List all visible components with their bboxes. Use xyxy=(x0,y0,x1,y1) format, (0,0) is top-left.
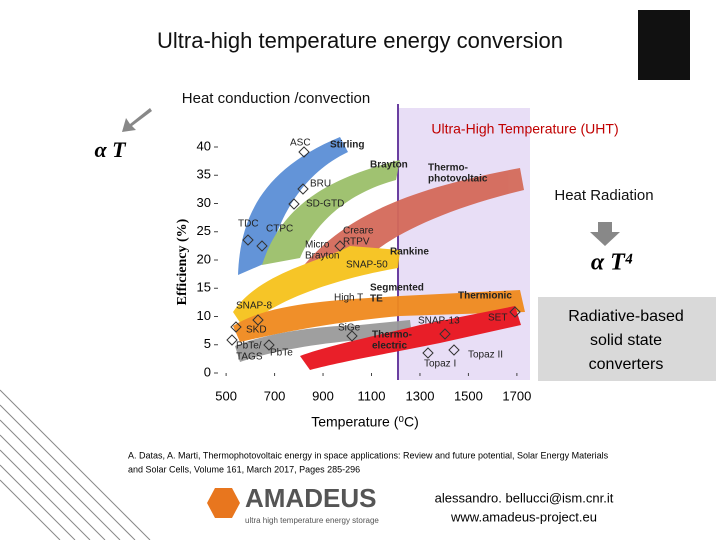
marker xyxy=(252,314,264,326)
region-label: CTPC xyxy=(266,224,293,235)
x-tick-label: 700 xyxy=(264,388,286,403)
y-tick-label: 5 xyxy=(204,336,211,351)
y-tick-label: 0 xyxy=(204,364,211,379)
y-tick-label: 30 xyxy=(197,195,211,210)
marker xyxy=(288,198,300,210)
x-tick-label: 1300 xyxy=(406,388,435,403)
marker xyxy=(297,183,309,195)
y-axis-label: Efficiency (%) xyxy=(175,218,190,305)
region-label: TE xyxy=(370,294,383,305)
arrow xyxy=(122,108,152,132)
y-tick-label: 25 xyxy=(197,223,211,238)
region-label: SNAP-50 xyxy=(346,260,388,271)
region-label: Creare xyxy=(343,226,374,237)
note: converters xyxy=(589,356,664,373)
region-label: Rankine xyxy=(390,247,429,258)
region-label: PbTe/ xyxy=(236,341,262,352)
region-label: Stirling xyxy=(330,140,364,151)
region-label: photovoltaic xyxy=(428,174,488,185)
formula: α T xyxy=(94,137,127,162)
note: Heat conduction /convection xyxy=(182,90,370,107)
y-tick-label: 10 xyxy=(197,308,211,323)
slide-title: Ultra-high temperature energy conversion xyxy=(157,28,563,53)
x-tick-label: 900 xyxy=(312,388,334,403)
y-tick-label: 15 xyxy=(197,280,211,295)
x-tick-label: 1100 xyxy=(358,388,386,403)
marker xyxy=(334,240,346,252)
region-label: High T xyxy=(334,293,363,304)
logo-tagline: ultra high temperature energy storage xyxy=(245,516,379,525)
y-tick-label: 40 xyxy=(197,138,211,153)
note: Heat Radiation xyxy=(554,187,653,204)
region-label: TDC xyxy=(238,219,259,230)
marker xyxy=(263,339,275,351)
region-label: Segmented xyxy=(370,283,424,294)
x-tick-label: 1500 xyxy=(454,388,483,403)
region-label: Thermionic xyxy=(458,291,512,302)
contact: alessandro. bellucci@ism.cnr.it xyxy=(435,490,614,505)
logo-icon xyxy=(207,488,240,518)
region-label: TAGS xyxy=(236,352,263,363)
marker xyxy=(226,334,238,346)
marker xyxy=(230,321,242,333)
marker xyxy=(509,306,521,318)
region-label: Thermo- xyxy=(372,330,412,341)
formula: α T⁴ xyxy=(591,250,633,276)
note: solid state xyxy=(590,332,662,349)
region-label: PbTe xyxy=(270,348,293,359)
note: Radiative-based xyxy=(568,308,684,325)
x-tick-label: 1700 xyxy=(502,388,531,403)
bands xyxy=(233,137,525,370)
marker xyxy=(422,347,434,359)
region-label: Topaz I xyxy=(424,359,456,370)
region-label: SD-GTD xyxy=(306,199,344,210)
region-label: Thermo- xyxy=(428,163,468,174)
region-label: RTPV xyxy=(343,237,370,248)
conference-logo xyxy=(638,10,690,80)
marker xyxy=(298,146,310,158)
marker xyxy=(448,344,460,356)
note: Ultra-High Temperature (UHT) xyxy=(431,121,618,137)
corner-stripes xyxy=(0,389,151,540)
region-label: ASC xyxy=(290,138,311,149)
region-label: SKD xyxy=(246,325,267,336)
citation: A. Datas, A. Marti, Thermophotovoltaic e… xyxy=(128,450,609,460)
y-tick-label: 35 xyxy=(197,167,211,182)
arrow xyxy=(590,222,620,246)
y-tick-label: 20 xyxy=(197,251,211,266)
region-label: Topaz II xyxy=(468,350,503,361)
radiative-box xyxy=(538,297,716,381)
region-label: electric xyxy=(372,341,407,352)
region-label: Brayton xyxy=(370,160,408,171)
region-label: SNAP-8 xyxy=(236,301,273,312)
region-label: SiGe xyxy=(338,323,361,334)
marker xyxy=(256,240,268,252)
region-label: SET xyxy=(488,313,507,324)
region-label: SNAP-13 xyxy=(418,316,460,327)
marker xyxy=(439,328,451,340)
region-label: Micro xyxy=(305,240,330,251)
contact: www.amadeus-project.eu xyxy=(450,509,597,524)
x-axis-label: Temperature (⁰C) xyxy=(311,414,419,430)
region-label: BRU xyxy=(310,179,331,190)
marker xyxy=(346,330,358,342)
marker xyxy=(242,234,254,246)
x-tick-label: 500 xyxy=(215,388,237,403)
logo-name: AMADEUS xyxy=(245,483,376,513)
citation: and Solar Cells, Volume 161, March 2017,… xyxy=(128,464,360,474)
region-label: Brayton xyxy=(305,251,339,262)
